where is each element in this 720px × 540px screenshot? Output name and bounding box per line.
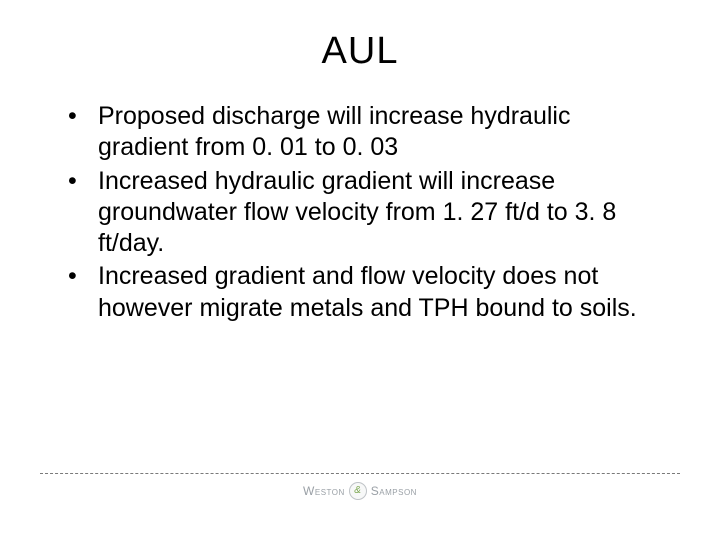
logo-left-text: Weston xyxy=(303,484,345,498)
bullet-item: Increased gradient and flow velocity doe… xyxy=(68,261,664,324)
bullet-list: Proposed discharge will increase hydraul… xyxy=(40,101,680,324)
slide: AUL Proposed discharge will increase hyd… xyxy=(0,0,720,540)
bullet-item: Increased hydraulic gradient will increa… xyxy=(68,166,664,260)
divider xyxy=(40,473,680,474)
footer-logo: Weston & Sampson xyxy=(303,482,417,500)
footer: Weston & Sampson xyxy=(40,473,680,500)
bullet-item: Proposed discharge will increase hydraul… xyxy=(68,101,664,164)
logo-right-text: Sampson xyxy=(371,484,417,498)
ampersand-icon: & xyxy=(349,482,367,500)
slide-title: AUL xyxy=(40,30,680,73)
